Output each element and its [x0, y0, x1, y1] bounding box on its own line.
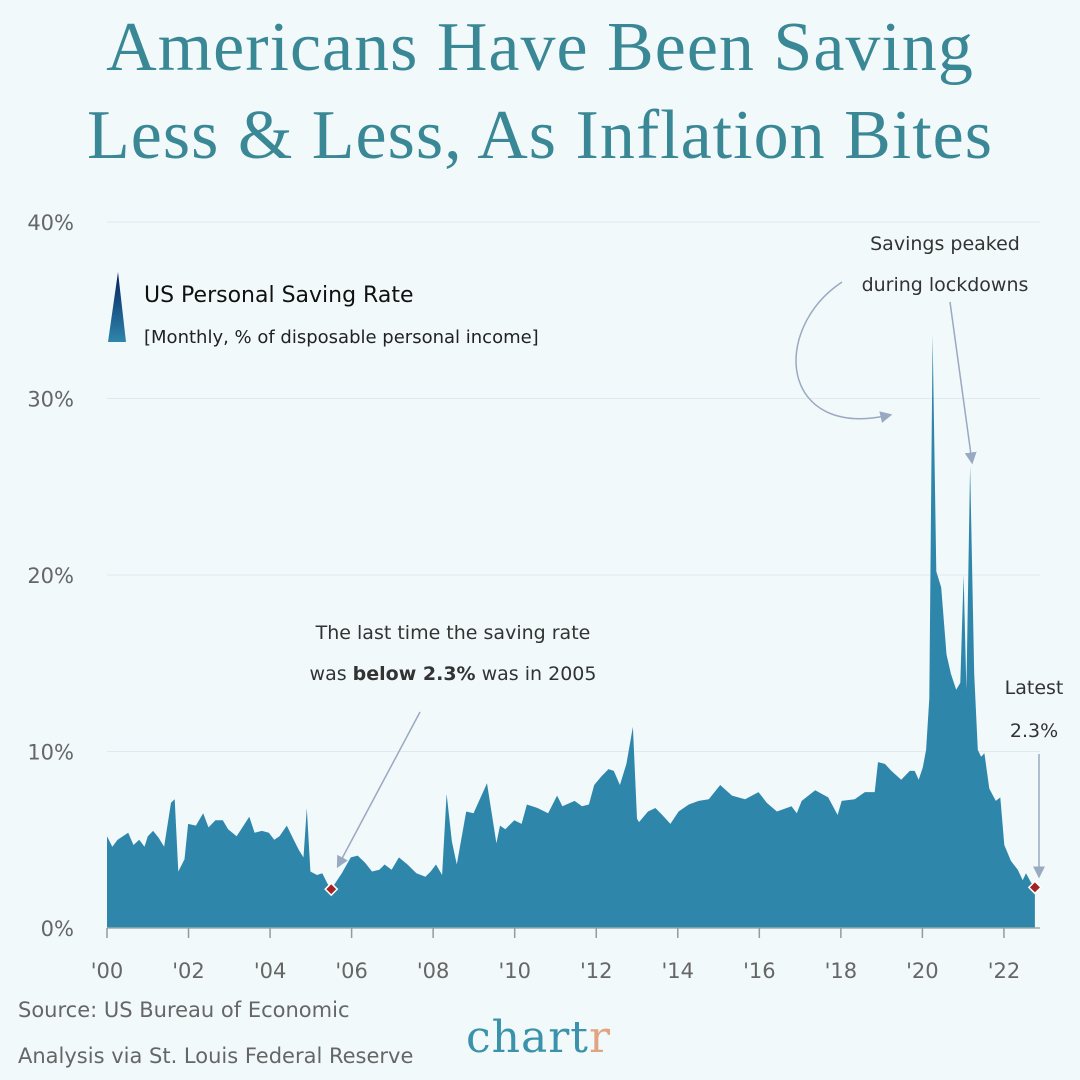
data-point-marker [324, 882, 339, 897]
peak-arrow-straight [949, 301, 977, 465]
peak-arrow-curved [795, 281, 893, 423]
low-annotation-line-2: was below 2.3% was in 2005 [310, 663, 597, 685]
x-tick-label: '04 [254, 959, 287, 983]
x-tick-label: '02 [172, 959, 205, 983]
y-tick-label: 30% [27, 388, 74, 412]
x-tick-label: '12 [580, 959, 613, 983]
latest-label: Latest [1005, 677, 1064, 699]
low-annotation-line-1: The last time the saving rate [315, 622, 591, 644]
x-tick-label: '16 [743, 959, 776, 983]
latest-value: 2.3% [1010, 720, 1058, 742]
x-tick-label: '08 [417, 959, 450, 983]
peak-annotation-line-1: Savings peaked [870, 233, 1020, 255]
x-tick-label: '06 [335, 959, 368, 983]
y-tick-label: 10% [27, 741, 74, 765]
x-tick-label: '00 [91, 959, 124, 983]
x-tick-label: '20 [906, 959, 939, 983]
source-line-2: Analysis via St. Louis Federal Reserve [18, 1044, 414, 1068]
x-axis: '00 '02 '04 '06 '08 '10 '12 '14 '16 '18 '20 '22 [91, 928, 1020, 983]
y-tick-label: 40% [27, 211, 74, 235]
y-tick-label: 0% [41, 917, 74, 941]
legend-series-label: US Personal Saving Rate [144, 283, 414, 308]
gridlines [107, 221, 1040, 752]
data-point-marker [1027, 880, 1042, 895]
title-line-2: Less & Less, As Inflation Bites [87, 97, 993, 174]
x-tick-label: '10 [498, 959, 531, 983]
x-tick-label: '14 [662, 959, 695, 983]
legend-area-icon [108, 272, 126, 342]
legend-subtitle: [Monthly, % of disposable personal incom… [144, 327, 539, 348]
low-arrow [336, 711, 421, 869]
markers [324, 880, 1042, 897]
x-tick-label: '18 [825, 959, 858, 983]
x-tick-label: '22 [988, 959, 1021, 983]
y-tick-label: 20% [27, 564, 74, 588]
source-line-1: Source: US Bureau of Economic [18, 998, 350, 1022]
saving-rate-area [107, 335, 1035, 928]
chartr-logo: chartr [466, 1012, 611, 1063]
y-axis: 0% 10% 20% 30% 40% [27, 211, 74, 941]
title-line-1: Americans Have Been Saving [106, 9, 974, 86]
peak-annotation-line-2: during lockdowns [862, 274, 1029, 296]
